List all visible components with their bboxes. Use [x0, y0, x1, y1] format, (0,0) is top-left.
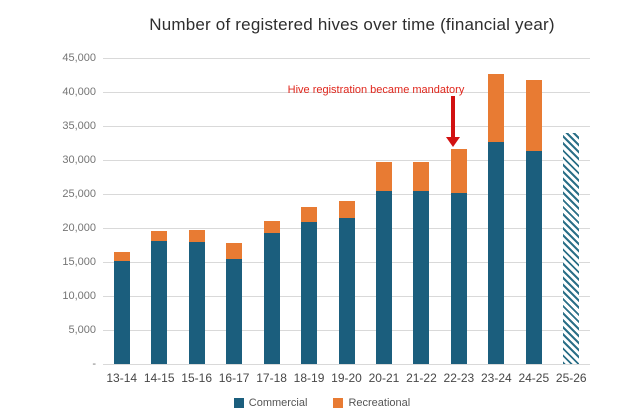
bar-recreational-17-18: [263, 221, 280, 234]
y-tick-label: 25,000: [62, 188, 96, 200]
bar-commercial-16-17: [226, 259, 243, 364]
bar-commercial-15-16: [188, 241, 205, 364]
bar-recreational-16-17: [226, 242, 243, 260]
annotation-text: Hive registration became mandatory: [287, 84, 465, 96]
y-tick-label: 40,000: [62, 86, 96, 98]
gridline: [103, 364, 590, 365]
annotation-arrow-head: [445, 137, 460, 147]
plot-area: [103, 58, 590, 365]
x-tick-label: 24-25: [518, 371, 550, 385]
x-tick-label: 21-22: [406, 371, 437, 385]
legend-swatch-icon: [333, 398, 344, 408]
legend-label: Recreational: [348, 397, 411, 409]
bar-recreational-18-19: [301, 206, 318, 222]
gridline: [103, 92, 590, 93]
x-tick-label: 13-14: [106, 371, 138, 385]
gridline: [103, 126, 590, 127]
x-tick-label: 15-16: [181, 371, 212, 385]
bar-recreational-24-25: [525, 80, 542, 152]
bar-commercial-13-14: [113, 260, 130, 364]
x-tick-label: 25-26: [555, 371, 587, 385]
bar-commercial-20-21: [375, 191, 392, 364]
x-tick-label: 16-17: [218, 371, 250, 385]
bar-commercial-21-22: [413, 190, 430, 364]
y-tick-label: 45,000: [62, 52, 96, 64]
annotation-arrow-shaft: [450, 96, 455, 137]
y-tick-label: 5,000: [68, 324, 96, 336]
bar-recreational-22-23: [450, 149, 467, 194]
bar-commercial-17-18: [263, 233, 280, 364]
bar-recreational-13-14: [113, 251, 130, 261]
legend-item-recreational: Recreational: [333, 397, 410, 409]
bar-commercial-14-15: [151, 240, 168, 364]
bar-recreational-19-20: [338, 201, 355, 218]
gridline: [103, 194, 590, 195]
x-tick-label: 17-18: [256, 371, 287, 385]
bar-commercial-23-24: [488, 141, 505, 364]
bar-commercial-18-19: [301, 221, 318, 364]
x-tick-label: 20-21: [368, 371, 400, 385]
bar-recreational-21-22: [413, 162, 430, 191]
gridline: [103, 58, 590, 59]
y-tick-label: 10,000: [62, 290, 96, 302]
bar-commercial-22-23: [450, 193, 467, 364]
bar-recreational-15-16: [188, 230, 205, 242]
x-tick-label: 22-23: [443, 371, 475, 385]
gridline: [103, 160, 590, 161]
bar-recreational-23-24: [488, 73, 505, 142]
legend-item-commercial: Commercial: [233, 397, 308, 409]
y-tick-label: 20,000: [62, 222, 96, 234]
legend-swatch-icon: [233, 398, 244, 408]
y-tick-label: -: [92, 358, 96, 370]
legend-label: Commercial: [248, 397, 308, 409]
bar-recreational-20-21: [375, 162, 392, 192]
chart-title: Number of registered hives over time (fi…: [149, 15, 555, 34]
bar-commercial-19-20: [338, 217, 355, 364]
x-tick-label: 14-15: [143, 371, 175, 385]
bar-recreational-14-15: [151, 230, 168, 241]
bar-projection-25-26: [563, 132, 580, 364]
x-tick-label: 23-24: [480, 371, 512, 385]
x-tick-label: 19-20: [331, 371, 362, 385]
x-tick-label: 18-19: [293, 371, 325, 385]
y-tick-label: 15,000: [62, 256, 96, 268]
y-tick-label: 35,000: [62, 120, 96, 132]
bar-commercial-24-25: [525, 151, 542, 364]
legend: Commercial Recreational: [0, 397, 644, 409]
y-tick-label: 30,000: [62, 154, 96, 166]
